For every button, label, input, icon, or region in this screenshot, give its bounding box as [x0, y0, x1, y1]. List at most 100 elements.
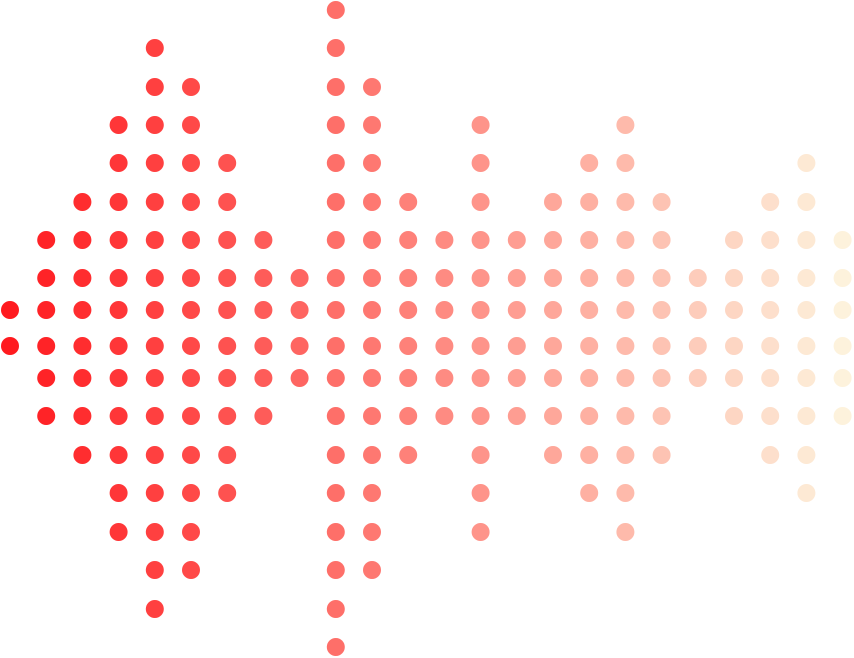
wave-dot [471, 193, 490, 211]
wave-dot [363, 193, 381, 211]
wave-dot [1, 301, 19, 319]
wave-dot [399, 337, 418, 355]
wave-dot [109, 301, 128, 319]
wave-dot [471, 407, 490, 425]
wave-dot [580, 231, 599, 249]
wave-dot [652, 407, 671, 425]
wave-dot [688, 337, 707, 355]
wave-dot [833, 407, 852, 425]
wave-dot [399, 193, 418, 211]
wave-dot [833, 337, 852, 355]
wave-dot [218, 301, 237, 319]
wave-dot [37, 369, 56, 387]
wave-dot [145, 301, 164, 319]
wave-dot [326, 600, 345, 618]
wave-dot [797, 337, 816, 355]
wave-dot [363, 369, 381, 387]
wave-dot [290, 369, 309, 387]
wave-dot [326, 446, 345, 464]
wave-dot [435, 301, 454, 319]
wave-dot [507, 269, 526, 287]
wave-dot [544, 369, 562, 387]
wave-dot [435, 337, 454, 355]
wave-dot [652, 193, 671, 211]
wave-dot [725, 407, 743, 425]
wave-dot [145, 116, 164, 134]
wave-dot [471, 523, 490, 541]
wave-dot [182, 484, 200, 502]
wave-dot [326, 484, 345, 502]
wave-dot [182, 561, 200, 579]
wave-dot [182, 116, 200, 134]
wave-dot [73, 301, 92, 319]
wave-dot [399, 269, 418, 287]
wave-dot [616, 116, 635, 134]
wave-dot [145, 523, 164, 541]
wave-dot [761, 231, 780, 249]
wave-dot [544, 446, 562, 464]
wave-dot [218, 407, 237, 425]
wave-dot [73, 269, 92, 287]
wave-dot [145, 369, 164, 387]
wave-dot [725, 337, 743, 355]
wave-dot [616, 301, 635, 319]
wave-dot [761, 193, 780, 211]
wave-dot [580, 154, 599, 172]
wave-dot [326, 269, 345, 287]
wave-dot [580, 407, 599, 425]
wave-dot [109, 193, 128, 211]
wave-dot [616, 484, 635, 502]
wave-dot [326, 337, 345, 355]
wave-dot [37, 301, 56, 319]
wave-dot [109, 116, 128, 134]
wave-dot [182, 269, 200, 287]
wave-dot [544, 407, 562, 425]
wave-dot [435, 269, 454, 287]
wave-dot [471, 154, 490, 172]
wave-dot [797, 446, 816, 464]
wave-dot [399, 301, 418, 319]
wave-dot [218, 369, 237, 387]
wave-dot [290, 337, 309, 355]
wave-dot [616, 337, 635, 355]
wave-dot [507, 369, 526, 387]
wave-dot [363, 269, 381, 287]
wave-dot [109, 337, 128, 355]
wave-dot [218, 154, 237, 172]
wave-dot [797, 231, 816, 249]
wave-dot [435, 231, 454, 249]
wave-dot [326, 78, 345, 96]
wave-dot [363, 337, 381, 355]
wave-dot [725, 301, 743, 319]
wave-dot [797, 484, 816, 502]
wave-dot [507, 231, 526, 249]
wave-dot [580, 269, 599, 287]
wave-dot [254, 407, 273, 425]
wave-dot [471, 116, 490, 134]
wave-dot [761, 337, 780, 355]
wave-dot [73, 231, 92, 249]
wave-dot [399, 446, 418, 464]
wave-dot [616, 523, 635, 541]
wave-dot [326, 193, 345, 211]
wave-dot [290, 301, 309, 319]
wave-dot [290, 269, 309, 287]
wave-dot [797, 269, 816, 287]
wave-dot [544, 301, 562, 319]
wave-dot [616, 193, 635, 211]
wave-dot [109, 269, 128, 287]
wave-dot [435, 407, 454, 425]
wave-dot [73, 193, 92, 211]
wave-dot [616, 446, 635, 464]
wave-dot [616, 154, 635, 172]
wave-dot [182, 407, 200, 425]
wave-dot [544, 337, 562, 355]
wave-dot [254, 231, 273, 249]
wave-dot [73, 369, 92, 387]
wave-dot [797, 193, 816, 211]
wave-dot [652, 446, 671, 464]
wave-dot [399, 407, 418, 425]
wave-dot [145, 561, 164, 579]
wave-dot [182, 337, 200, 355]
